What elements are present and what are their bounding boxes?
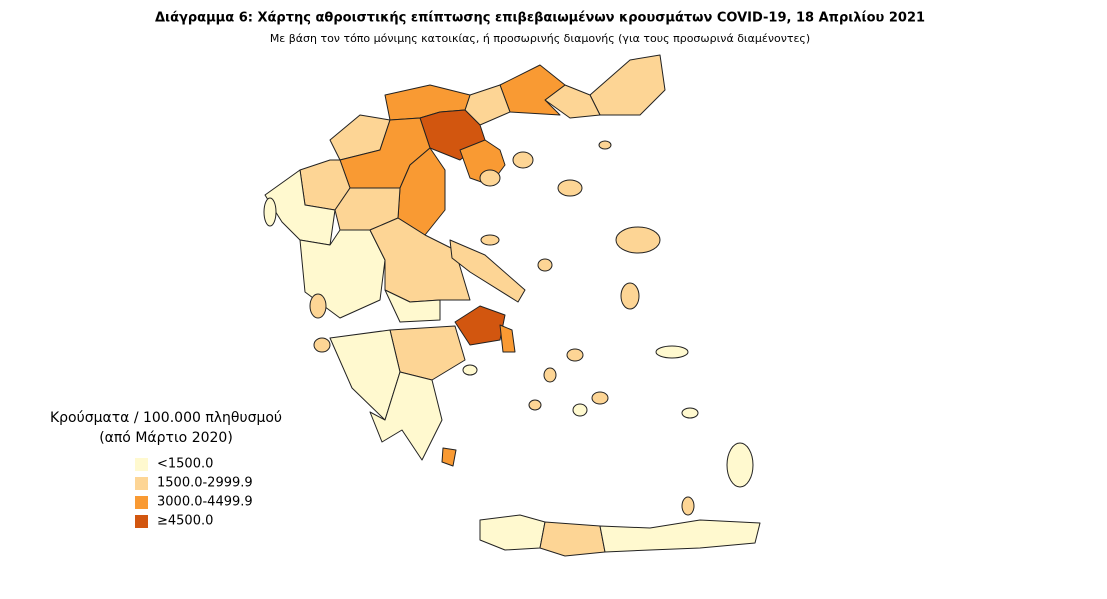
- region: [539, 521, 606, 557]
- island: [512, 151, 534, 169]
- island: [620, 282, 640, 310]
- island: [591, 391, 609, 405]
- map: [263, 54, 761, 557]
- island: [309, 293, 327, 319]
- island: [313, 337, 331, 353]
- island: [528, 399, 542, 411]
- legend-label: 3000.0-4499.9: [157, 495, 253, 510]
- island: [681, 496, 695, 516]
- island: [537, 258, 553, 272]
- legend-label: 1500.0-2999.9: [157, 476, 253, 491]
- island: [462, 364, 478, 376]
- region: [599, 519, 761, 553]
- legend-label: <1500.0: [157, 457, 213, 472]
- island: [566, 348, 584, 362]
- region: [454, 305, 506, 346]
- legend-title: Κρούσματα / 100.000 πληθυσμού: [50, 410, 282, 426]
- region: [264, 169, 336, 246]
- island: [263, 197, 277, 227]
- legend-swatch: [135, 515, 148, 528]
- region: [369, 371, 443, 461]
- island: [598, 140, 612, 150]
- legend-title: (από Μάρτιο 2020): [99, 430, 233, 446]
- region: [499, 324, 516, 353]
- legend: Κρούσματα / 100.000 πληθυσμού (από Μάρτι…: [50, 410, 282, 529]
- island: [681, 407, 699, 419]
- legend-swatch: [135, 496, 148, 509]
- region: [589, 54, 666, 116]
- island: [572, 403, 588, 417]
- island: [615, 226, 661, 254]
- region: [479, 514, 546, 551]
- legend-label: ≥4500.0: [157, 514, 213, 529]
- legend-swatch: [135, 458, 148, 471]
- region: [449, 239, 526, 303]
- title: Διάγραμμα 6: Χάρτης αθροιστικής επίπτωση…: [155, 11, 925, 26]
- region: [441, 447, 457, 467]
- island: [543, 367, 557, 383]
- island: [480, 234, 500, 246]
- island: [655, 345, 689, 359]
- legend-swatch: [135, 477, 148, 490]
- island: [557, 179, 583, 197]
- island: [479, 169, 501, 187]
- subtitle: Με βάση τον τόπο μόνιμης κατοικίας, ή πρ…: [270, 32, 810, 45]
- island: [726, 442, 754, 488]
- region: [369, 217, 471, 303]
- region: [384, 289, 441, 323]
